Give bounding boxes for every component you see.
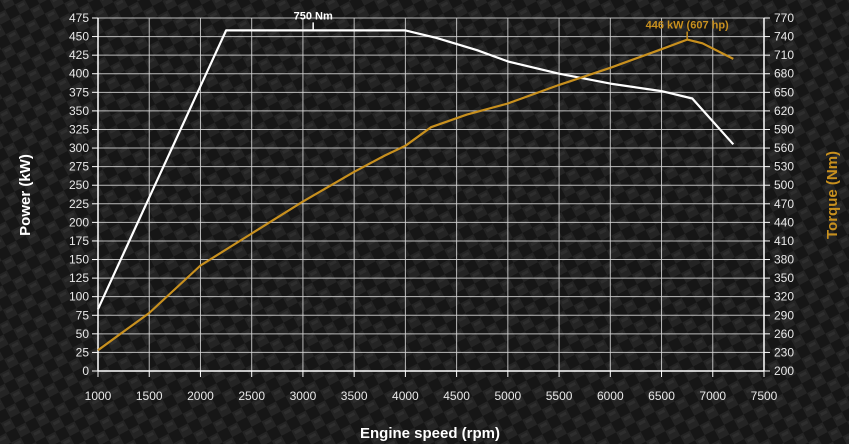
torque-curve [97, 29, 735, 310]
y-left-tick-label: 0 [82, 364, 89, 378]
y-right-tick-label: 500 [774, 178, 794, 192]
y-left-tick-label: 150 [69, 253, 89, 267]
x-axis-title: Engine speed (rpm) [360, 425, 500, 442]
y-left-tick-label: 275 [69, 160, 89, 174]
x-tick-label: 1000 [85, 389, 112, 403]
annotation-label: 446 kW (607 hp) [646, 20, 729, 32]
y-right-tick-label: 770 [774, 11, 794, 25]
y-left-tick-label: 50 [76, 327, 90, 341]
power-curve [97, 38, 734, 352]
y-left-tick-label: 375 [69, 85, 89, 99]
series-lines [97, 29, 735, 352]
y-left-tick-label: 450 [69, 30, 89, 44]
x-tick-label: 2000 [187, 389, 214, 403]
y-left-tick-label: 400 [69, 67, 89, 81]
annotation-label: 750 Nm [294, 10, 333, 22]
y-left-tick-label: 425 [69, 48, 89, 62]
y-left-tick-label: 125 [69, 271, 89, 285]
x-tick-label: 1500 [136, 389, 163, 403]
y-right-tick-label: 680 [774, 67, 794, 81]
y-left-tick-label: 325 [69, 122, 89, 136]
y-left-tick-label: 25 [76, 345, 90, 359]
y-right-tick-label: 290 [774, 308, 794, 322]
x-tick-label: 4000 [392, 389, 419, 403]
x-tick-label: 5000 [494, 389, 521, 403]
y-right-tick-label: 620 [774, 104, 794, 118]
x-tick-label: 7500 [751, 389, 778, 403]
y-axis-right-title: Torque (Nm) [824, 151, 841, 239]
y-right-tick-label: 710 [774, 48, 794, 62]
y-right-tick-label: 470 [774, 197, 794, 211]
y-right-tick-label: 650 [774, 85, 794, 99]
x-tick-label: 4500 [443, 389, 470, 403]
y-left-tick-label: 175 [69, 234, 89, 248]
y-left-tick-label: 475 [69, 11, 89, 25]
x-tick-label: 2500 [238, 389, 265, 403]
x-tick-label: 6500 [648, 389, 675, 403]
y-right-tick-label: 200 [774, 364, 794, 378]
axes [97, 18, 765, 372]
x-tick-label: 6000 [597, 389, 624, 403]
y-right-tick-label: 740 [774, 30, 794, 44]
y-right-tick-label: 560 [774, 141, 794, 155]
x-tick-label: 3000 [290, 389, 317, 403]
y-right-tick-label: 410 [774, 234, 794, 248]
y-right-tick-label: 380 [774, 253, 794, 267]
y-left-tick-label: 350 [69, 104, 89, 118]
y-right-tick-label: 440 [774, 215, 794, 229]
x-tick-label: 7000 [699, 389, 726, 403]
y-right-tick-label: 590 [774, 122, 794, 136]
y-left-tick-label: 200 [69, 215, 89, 229]
y-right-tick-label: 350 [774, 271, 794, 285]
ticks: 1000 1500 2000 2500 3000 3500 4000 4500 5000 5500… [69, 11, 794, 403]
annotations: 750 Nm 446 kW (607 hp) [294, 10, 729, 41]
x-tick-label: 3500 [341, 389, 368, 403]
y-left-tick-label: 75 [76, 308, 90, 322]
y-axis-left-title: Power (kW) [17, 154, 34, 236]
y-left-tick-label: 300 [69, 141, 89, 155]
y-right-tick-label: 230 [774, 345, 794, 359]
y-left-tick-label: 100 [69, 290, 89, 304]
y-left-tick-label: 250 [69, 178, 89, 192]
y-left-tick-label: 225 [69, 197, 89, 211]
x-tick-label: 5500 [546, 389, 573, 403]
y-right-tick-label: 530 [774, 160, 794, 174]
y-right-tick-label: 260 [774, 327, 794, 341]
y-right-tick-label: 320 [774, 290, 794, 304]
